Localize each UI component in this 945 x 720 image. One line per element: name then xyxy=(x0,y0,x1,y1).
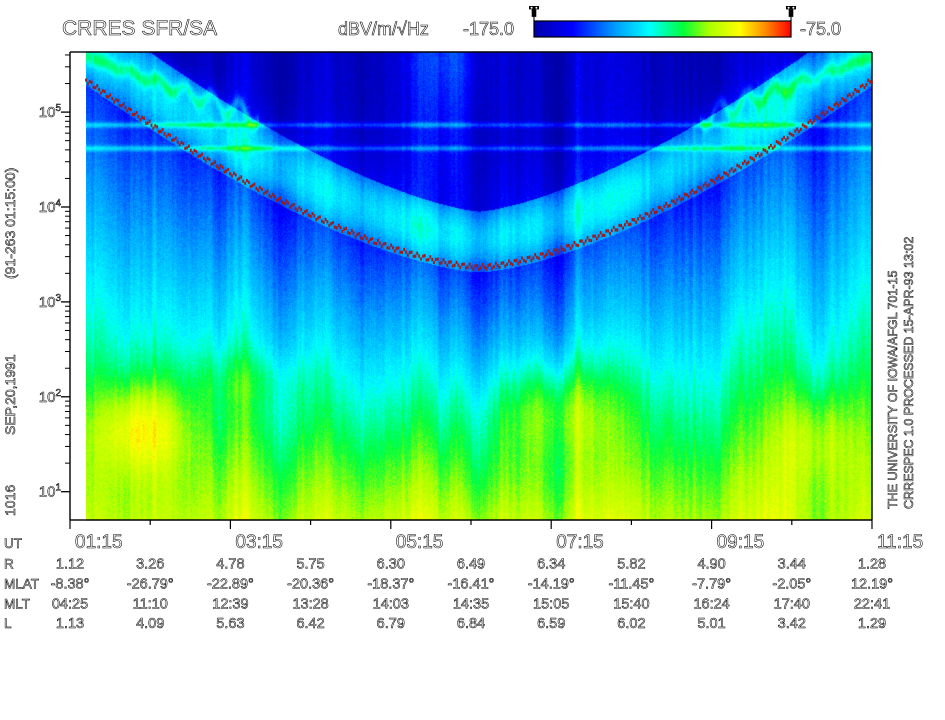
svg-text:07:15: 07:15 xyxy=(556,532,604,553)
svg-text:-16.41°: -16.41° xyxy=(448,577,495,593)
svg-text:22:41: 22:41 xyxy=(854,597,890,613)
svg-text:6.34: 6.34 xyxy=(537,556,565,572)
svg-text:L: L xyxy=(4,616,12,631)
svg-text:-20.36°: -20.36° xyxy=(287,577,334,593)
svg-text:6.79: 6.79 xyxy=(377,616,405,632)
svg-text:MLT: MLT xyxy=(4,597,30,612)
svg-text:-2.05°: -2.05° xyxy=(772,577,811,593)
svg-text:6.49: 6.49 xyxy=(457,556,485,572)
svg-text:12:39: 12:39 xyxy=(212,597,248,613)
svg-text:-7.79°: -7.79° xyxy=(692,577,731,593)
svg-text:6.84: 6.84 xyxy=(457,616,485,632)
svg-text:14:03: 14:03 xyxy=(373,597,409,613)
svg-text:1.12: 1.12 xyxy=(56,556,84,572)
svg-text:-11.45°: -11.45° xyxy=(608,577,654,593)
svg-text:05:15: 05:15 xyxy=(396,532,444,553)
svg-text:-26.79°: -26.79° xyxy=(127,577,174,593)
svg-text:11:10: 11:10 xyxy=(133,597,168,613)
svg-text:CRRESPEC 1.0 PROCESSED 15-AP: CRRESPEC 1.0 PROCESSED 15-APR-93 13:02 xyxy=(902,237,916,509)
svg-text:14:35: 14:35 xyxy=(453,597,489,613)
svg-text:103: 103 xyxy=(39,293,62,311)
svg-text:6.42: 6.42 xyxy=(296,616,324,632)
svg-text:1.28: 1.28 xyxy=(858,556,886,572)
svg-text:16:24: 16:24 xyxy=(693,597,729,613)
svg-text:SEP,20,1991: SEP,20,1991 xyxy=(2,354,18,435)
svg-text:THE UNIVERSITY OF IOWA/AFGL 7: THE UNIVERSITY OF IOWA/AFGL 701-15 xyxy=(886,270,900,509)
svg-text:17:40: 17:40 xyxy=(774,597,810,613)
svg-text:-14.19°: -14.19° xyxy=(528,577,575,593)
svg-text:5.01: 5.01 xyxy=(697,616,725,632)
svg-text:3.42: 3.42 xyxy=(778,616,806,632)
svg-text:102: 102 xyxy=(39,388,62,406)
svg-text:dBV/m/√Hz: dBV/m/√Hz xyxy=(338,19,429,39)
svg-text:MLAT: MLAT xyxy=(4,577,39,592)
svg-text:1.13: 1.13 xyxy=(56,616,84,632)
svg-text:04:25: 04:25 xyxy=(52,597,88,613)
svg-text:-8.38°: -8.38° xyxy=(51,577,90,593)
svg-text:03:15: 03:15 xyxy=(235,532,283,553)
svg-text:1016: 1016 xyxy=(2,485,18,516)
svg-text:4.09: 4.09 xyxy=(136,616,164,632)
svg-text:1.29: 1.29 xyxy=(858,616,886,632)
svg-text:5.63: 5.63 xyxy=(216,616,244,632)
svg-text:15:40: 15:40 xyxy=(613,597,649,613)
svg-text:09:15: 09:15 xyxy=(717,532,765,553)
svg-text:-175.0: -175.0 xyxy=(463,19,514,39)
svg-text:6.02: 6.02 xyxy=(617,616,645,632)
svg-text:3.26: 3.26 xyxy=(136,556,164,572)
svg-text:4.90: 4.90 xyxy=(697,556,725,572)
svg-text:4.78: 4.78 xyxy=(216,556,244,572)
svg-text:UT: UT xyxy=(4,536,22,551)
svg-text:CRRES SFR/SA: CRRES SFR/SA xyxy=(62,17,217,40)
svg-text:-18.37°: -18.37° xyxy=(367,577,414,593)
svg-text:12.19°: 12.19° xyxy=(851,577,893,593)
svg-text:6.30: 6.30 xyxy=(377,556,405,572)
svg-text:5.82: 5.82 xyxy=(617,556,645,572)
svg-text:01:15: 01:15 xyxy=(75,532,123,553)
svg-text:104: 104 xyxy=(39,198,62,216)
svg-text:-22.89°: -22.89° xyxy=(207,577,254,593)
svg-text:-75.0: -75.0 xyxy=(800,19,841,39)
svg-text:11:15: 11:15 xyxy=(877,532,923,553)
svg-text:6.59: 6.59 xyxy=(537,616,565,632)
svg-text:15:05: 15:05 xyxy=(533,597,569,613)
svg-text:3.44: 3.44 xyxy=(778,556,806,572)
svg-text:(91-263 01:15:00): (91-263 01:15:00) xyxy=(2,168,18,279)
svg-text:13:28: 13:28 xyxy=(292,597,328,613)
svg-text:5.75: 5.75 xyxy=(296,556,324,572)
svg-text:R: R xyxy=(4,556,14,571)
svg-text:101: 101 xyxy=(39,483,62,501)
svg-text:105: 105 xyxy=(39,103,62,121)
